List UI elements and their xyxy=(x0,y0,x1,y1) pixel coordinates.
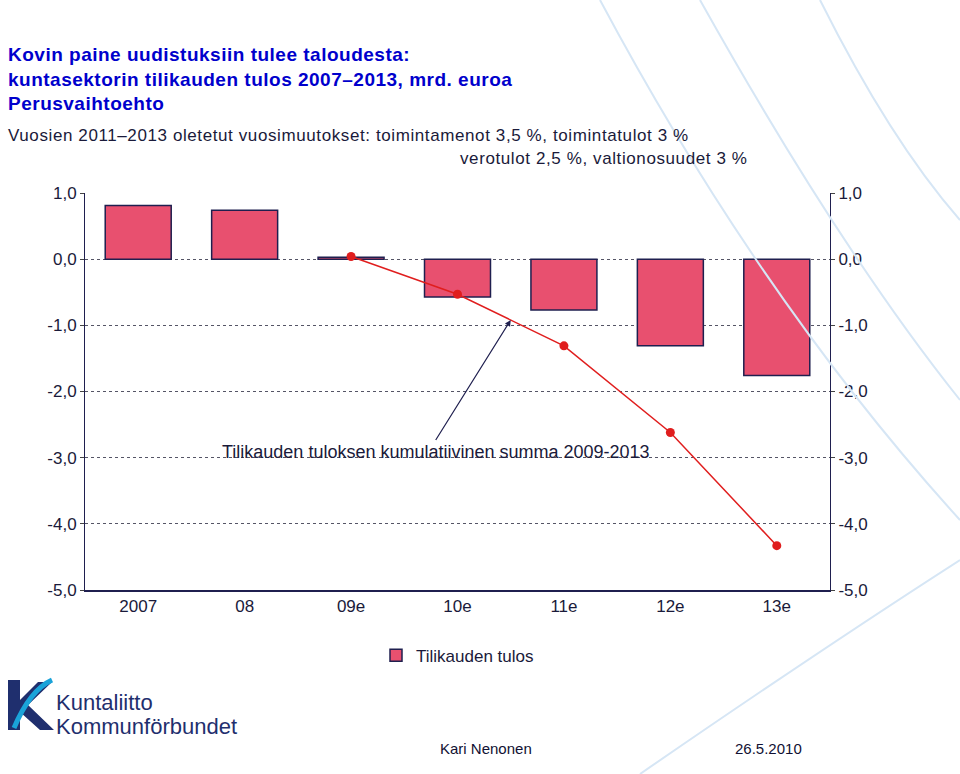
svg-text:-3,0: -3,0 xyxy=(838,449,867,468)
svg-text:-2,0: -2,0 xyxy=(838,382,867,401)
svg-text:-4,0: -4,0 xyxy=(838,515,867,534)
svg-text:08: 08 xyxy=(235,597,254,616)
svg-text:12e: 12e xyxy=(656,597,684,616)
svg-text:-5,0: -5,0 xyxy=(838,581,867,600)
svg-text:-1,0: -1,0 xyxy=(838,316,867,335)
svg-text:-5,0: -5,0 xyxy=(47,581,76,600)
svg-text:1,0: 1,0 xyxy=(838,184,862,203)
svg-text:1,0: 1,0 xyxy=(53,184,77,203)
svg-text:0,0: 0,0 xyxy=(838,250,862,269)
svg-text:-4,0: -4,0 xyxy=(47,515,76,534)
svg-text:11e: 11e xyxy=(550,597,577,616)
html-text:Kari Nenonen: Kari Nenonen xyxy=(440,740,532,757)
svg-text:13e: 13e xyxy=(763,597,791,616)
svg-text:-3,0: -3,0 xyxy=(47,449,76,468)
html-text:Kovin paine uudistuksiin tulee: Kovin paine uudistuksiin tulee taloudest… xyxy=(8,44,411,65)
svg-text:Tilikauden tuloksen kumulatiiv: Tilikauden tuloksen kumulatiivinen summa… xyxy=(222,442,650,462)
svg-text:09e: 09e xyxy=(337,597,365,616)
html-text:26.5.2010: 26.5.2010 xyxy=(735,740,802,757)
svg-text:2007: 2007 xyxy=(119,597,157,616)
svg-text:-2,0: -2,0 xyxy=(47,382,76,401)
html-text:Vuosien 2011–2013 oletetut vuo: Vuosien 2011–2013 oletetut vuosimuutokse… xyxy=(8,126,689,145)
html-text:Perusvaihtoehto: Perusvaihtoehto xyxy=(8,93,165,114)
svg-text:10e: 10e xyxy=(443,597,471,616)
svg-text:-1,0: -1,0 xyxy=(47,316,76,335)
svg-text:0,0: 0,0 xyxy=(53,250,77,269)
html-text:verotulot 2,5 %, valtionosuude: verotulot 2,5 %, valtionosuudet 3 % xyxy=(460,149,748,168)
html-text:kuntasektorin tilikauden tulos: kuntasektorin tilikauden tulos 2007–2013… xyxy=(8,69,513,90)
html-text:Kommunförbundet: Kommunförbundet xyxy=(56,714,237,739)
svg-text:Tilikauden tulos: Tilikauden tulos xyxy=(416,647,534,666)
html-text:Kuntaliitto: Kuntaliitto xyxy=(56,690,153,715)
